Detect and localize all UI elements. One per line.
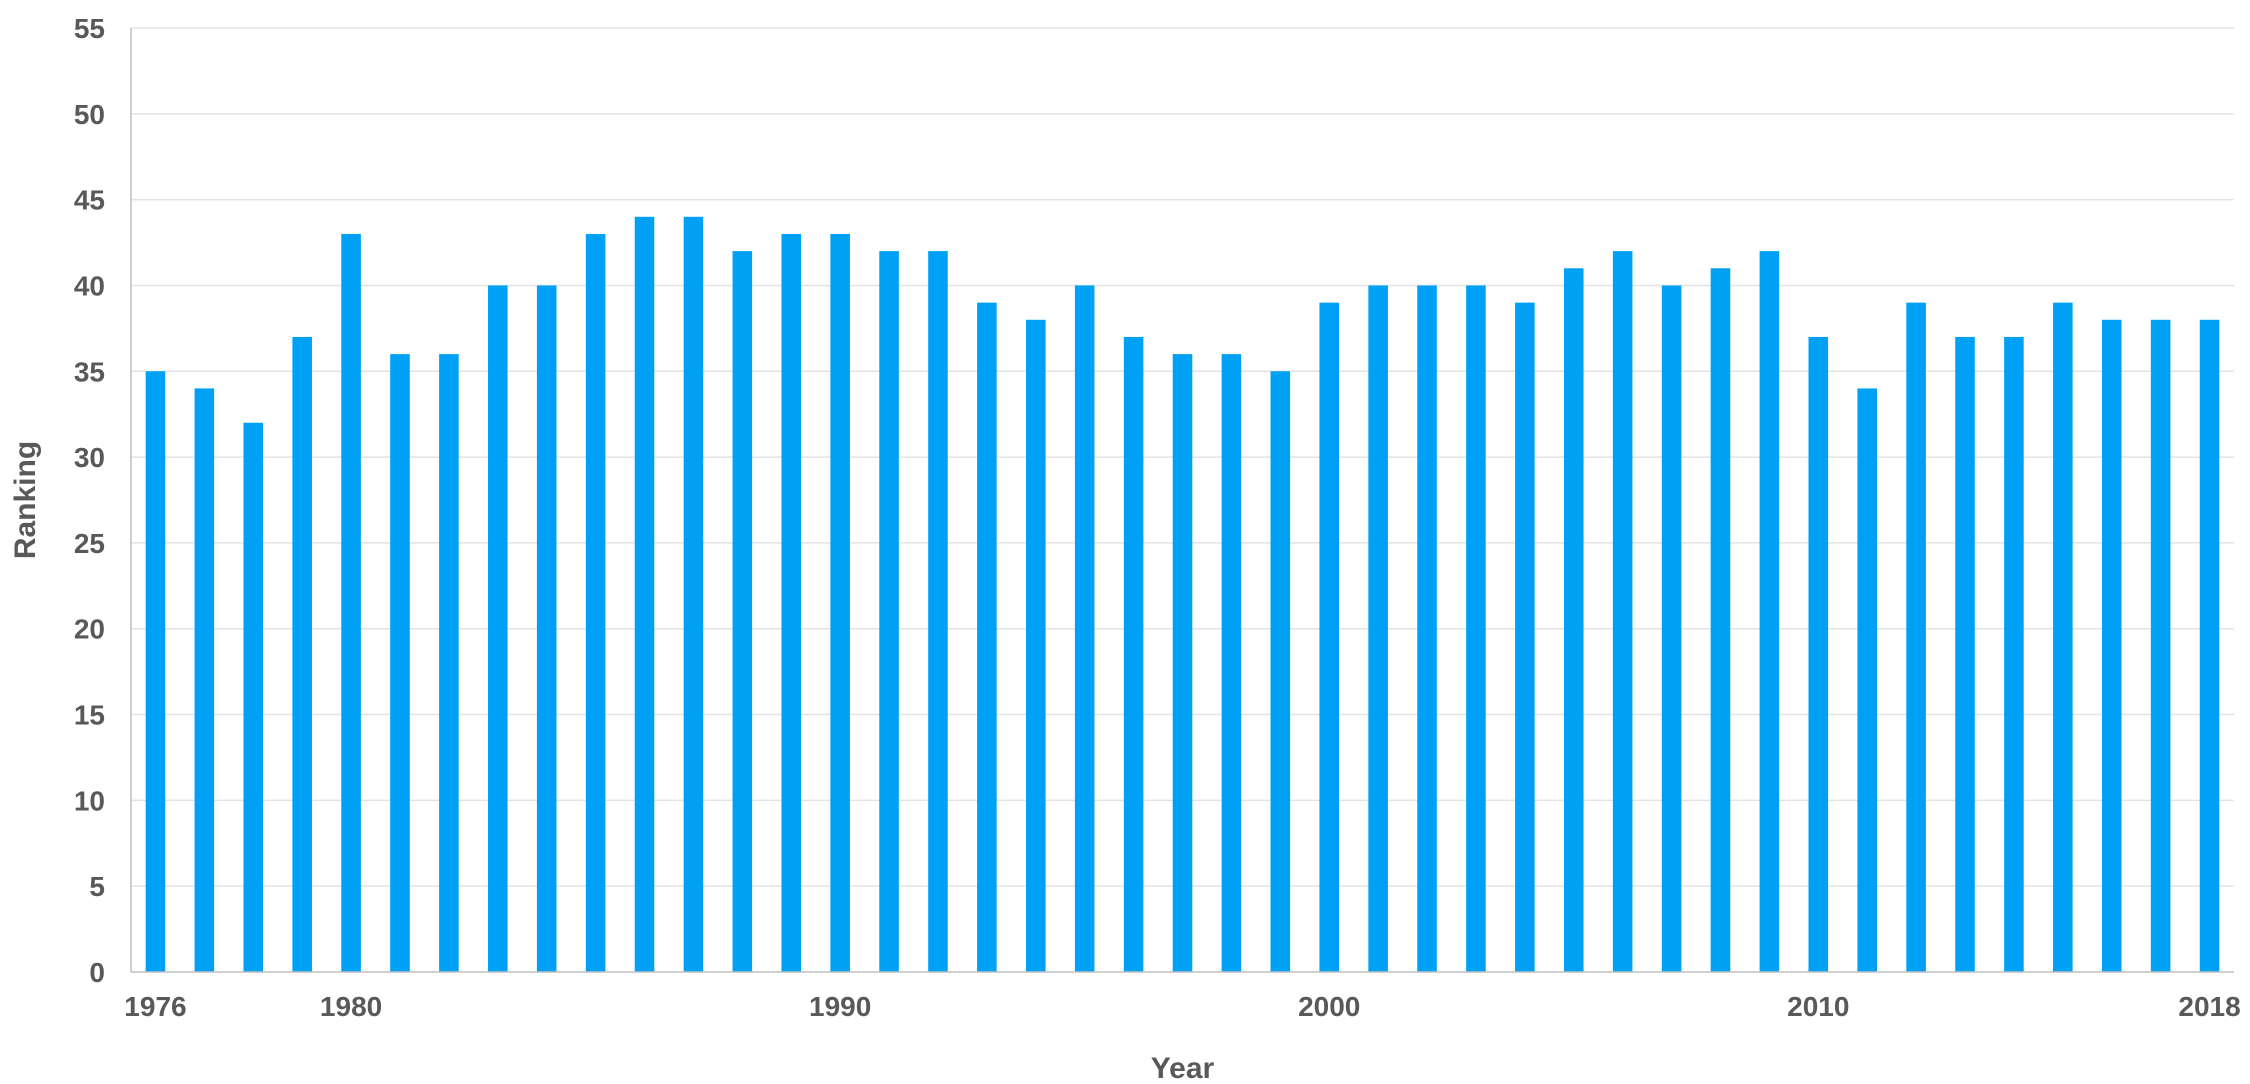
- bar-1995: [1074, 285, 1095, 972]
- bar-2007: [1661, 285, 1682, 972]
- bar-1998: [1221, 354, 1242, 972]
- bar-1996: [1123, 336, 1144, 973]
- y-tick-label: 15: [74, 700, 105, 731]
- bar-1979: [292, 336, 312, 973]
- y-axis-title: Ranking: [9, 441, 42, 559]
- y-tick-label: 5: [89, 871, 105, 902]
- y-tick-label: 0: [89, 957, 105, 988]
- y-tick-label: 50: [74, 99, 105, 130]
- bar-1978: [243, 422, 264, 972]
- x-tick-label: 1990: [809, 991, 871, 1022]
- bar-1997: [1172, 354, 1193, 972]
- bar-1981: [390, 354, 410, 972]
- bar-1988: [732, 251, 753, 973]
- bar-1983: [488, 285, 508, 972]
- x-axis-title: Year: [1151, 1052, 1215, 1084]
- x-tick-label: 1980: [320, 991, 382, 1022]
- x-tick-label: 2010: [1787, 991, 1849, 1022]
- bar-2002: [1417, 285, 1437, 972]
- x-tick-label: 2000: [1298, 991, 1360, 1022]
- bar-2012: [1906, 302, 1926, 973]
- x-tick-label: 2018: [2178, 991, 2240, 1022]
- bar-2014: [2004, 336, 2024, 973]
- y-tick-label: 20: [74, 614, 105, 645]
- x-tick-labels: 1976 1980 1990 2000 2010 2018: [124, 991, 2240, 1022]
- bar-1994: [1025, 319, 1046, 972]
- bar-2000: [1319, 302, 1340, 973]
- bar-1976: [145, 371, 166, 973]
- bar-2001: [1368, 285, 1388, 972]
- bars: [145, 216, 2220, 973]
- bar-1993: [977, 302, 997, 973]
- bar-1977: [194, 388, 215, 972]
- y-tick-labels: 0 5 10 15 20 25 30 35 40 45 50 55: [74, 13, 105, 988]
- bar-1984: [536, 285, 557, 972]
- bar-2005: [1563, 268, 1584, 973]
- bar-1999: [1270, 371, 1291, 973]
- y-tick-label: 30: [74, 442, 105, 473]
- bar-2004: [1515, 302, 1535, 973]
- bar-2010: [1808, 336, 1829, 973]
- x-tick-label: 1976: [124, 991, 186, 1022]
- bar-1987: [683, 216, 704, 973]
- bar-2003: [1466, 285, 1486, 972]
- bar-1986: [634, 216, 655, 973]
- y-tick-label: 45: [74, 185, 105, 216]
- bar-2011: [1857, 388, 1877, 972]
- axes: [130, 28, 2234, 973]
- bar-1982: [439, 354, 459, 972]
- y-tick-label: 55: [74, 13, 105, 44]
- bar-1989: [781, 233, 802, 973]
- y-tick-label: 40: [74, 270, 105, 301]
- bar-2016: [2101, 319, 2122, 972]
- bar-1985: [585, 233, 606, 973]
- bar-2006: [1612, 251, 1633, 973]
- bar-1990: [830, 233, 850, 973]
- bar-2013: [1955, 336, 1975, 973]
- bar-1992: [928, 251, 948, 973]
- bar-1991: [879, 251, 899, 973]
- bar-2015: [2053, 302, 2073, 973]
- bar-2009: [1759, 251, 1780, 973]
- y-tick-label: 35: [74, 356, 105, 387]
- bar-1980: [341, 233, 361, 973]
- bar-2018: [2199, 319, 2220, 972]
- y-tick-label: 25: [74, 528, 105, 559]
- y-tick-label: 10: [74, 785, 105, 816]
- bar-2017: [2150, 319, 2171, 972]
- bar-2008: [1710, 268, 1731, 973]
